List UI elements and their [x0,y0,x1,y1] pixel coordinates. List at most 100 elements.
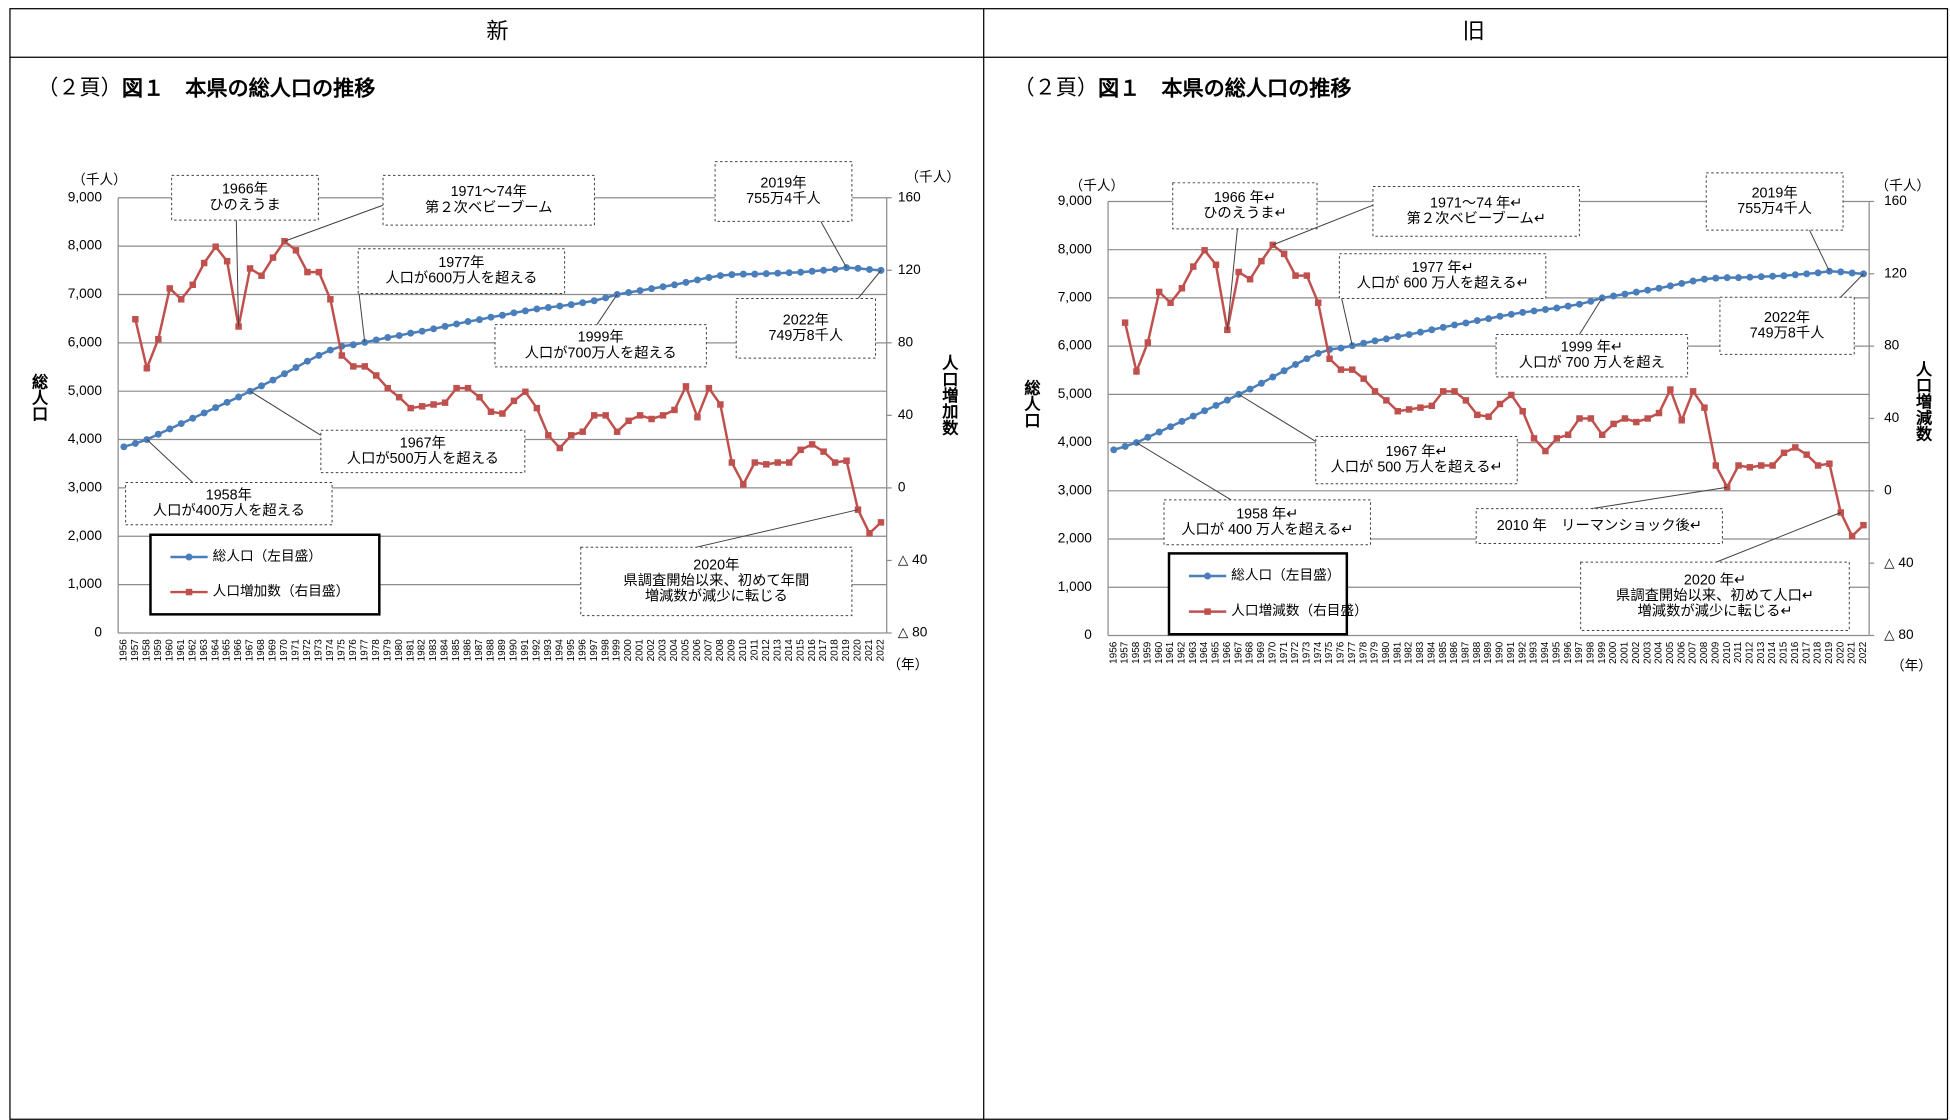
point-marker [212,243,219,250]
point-marker [820,266,828,274]
x-tick-label: 1983 [1415,641,1426,664]
caption-title: 図１ 本県の総人口の推移 [1098,75,1352,100]
point-marker [1621,290,1629,298]
point-marker [1757,273,1765,281]
leader-line [235,220,240,327]
point-marker [1758,462,1765,469]
point-marker [1769,462,1776,469]
x-tick-label: 2014 [784,639,795,662]
point-marker [326,346,334,354]
leader-line [249,390,322,436]
point-marker [1746,273,1754,281]
x-tick-label: 1983 [428,639,439,662]
x-tick-label: 1971 [1279,641,1290,664]
annotation-text: 2019年 [760,175,806,192]
x-tick-label: 2007 [704,639,715,662]
y2-axis-title: 人口増加数 [939,354,959,437]
x-tick-label: 1979 [382,639,393,662]
annotation-text: 人口が 400 万人を超える↵ [1181,521,1353,538]
leader-line [284,204,384,242]
point-marker [648,415,655,423]
point-marker [1280,250,1288,258]
annotation-box [1705,172,1844,231]
point-marker [1701,404,1708,411]
y2-tick-label: △ 40 [1884,555,1914,570]
x-tick-label: 1999 [1597,641,1608,664]
y-tick-label: 0 [94,625,102,640]
x-tick-label: 2010 [1722,641,1733,664]
annotation-box [1495,334,1689,378]
point-marker [1474,411,1481,419]
y-tick-label: 9,000 [1058,193,1093,208]
annotation-text: 1971～74年 [451,183,527,200]
point-marker [602,294,610,302]
x-tick-label: 2006 [1676,641,1687,664]
point-marker [1190,263,1197,270]
point-marker [292,247,300,254]
x-tick-label: 1989 [1483,641,1494,664]
y-tick-label: 8,000 [1058,241,1093,256]
point-marker [166,425,174,433]
leader-line [596,294,618,325]
x-tick-label: 2002 [646,639,657,662]
point-marker [808,441,816,448]
point-marker [1780,449,1788,457]
point-marker [1246,385,1254,393]
annotation-text: 2019年 [1752,184,1798,201]
point-marker [498,311,506,319]
point-marker [189,281,196,289]
y2-tick-label: 80 [1884,338,1900,353]
x-tick-label: 1965 [1211,641,1222,664]
point-marker [166,285,174,292]
x-tick-label: 1998 [1585,641,1596,664]
x-tick-label: 1962 [187,639,198,662]
point-marker [1337,344,1345,352]
x-tick-label: 1973 [1301,641,1312,664]
point-marker [1382,335,1390,343]
point-marker [1564,302,1572,310]
x-tick-label: 2002 [1631,641,1642,664]
annotation-text: 第２次ベビーブーム↵ [1406,209,1545,227]
x-tick-label: 1957 [130,639,141,662]
point-marker [797,268,805,276]
annotation-box [382,174,595,226]
point-marker [671,281,678,289]
point-marker [1280,367,1288,375]
point-marker [1553,304,1561,312]
annotation-text: ひのえうま [209,197,280,213]
x-tick-label: 1978 [371,639,382,662]
point-marker [774,459,781,466]
point-marker [1644,286,1652,294]
point-marker [659,412,667,419]
point-marker [1473,317,1481,325]
legend-marker [1204,572,1212,580]
x-tick-label: 1988 [486,639,497,662]
annotation-box [1163,499,1371,546]
point-marker [441,322,449,330]
point-marker [1246,275,1254,283]
x-tick-label: 1990 [509,639,520,662]
point-marker [763,461,770,468]
point-marker [1416,328,1424,336]
y2-tick-label: 120 [898,262,921,277]
leader-line [1226,228,1238,330]
annotation-text: 2020 年↵ [1684,572,1746,589]
point-marker [143,364,151,372]
point-marker [1314,349,1322,357]
annotation-box [1580,561,1850,632]
x-tick-label: 2008 [1699,641,1710,664]
annotation-text: 1958 年↵ [1236,505,1298,522]
point-marker [178,296,185,303]
point-marker [1507,310,1515,318]
point-marker [1587,297,1595,305]
x-tick-label: 1961 [176,639,187,662]
point-marker [1485,413,1492,420]
point-marker [1542,447,1549,455]
point-marker [304,268,311,276]
point-marker [258,272,265,279]
point-marker [1326,355,1333,363]
leader-line [1136,442,1232,501]
point-marker [1189,412,1197,420]
point-marker [1689,388,1697,395]
point-marker [418,327,426,335]
